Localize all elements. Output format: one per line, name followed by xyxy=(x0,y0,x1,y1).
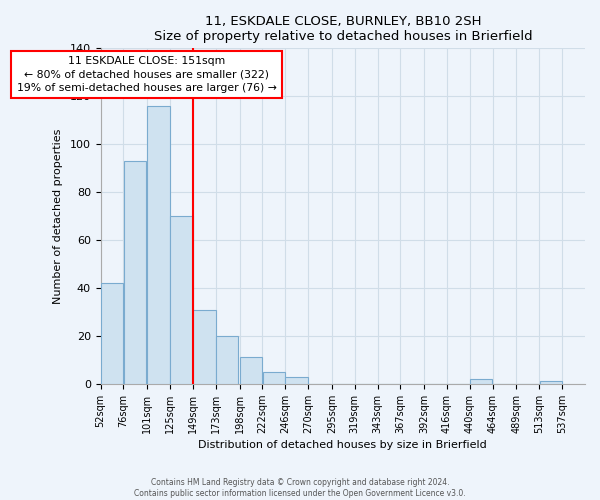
Bar xyxy=(539,382,562,384)
Bar xyxy=(263,372,285,384)
Bar xyxy=(216,336,238,384)
Bar xyxy=(470,379,493,384)
Text: 11 ESKDALE CLOSE: 151sqm
← 80% of detached houses are smaller (322)
19% of semi-: 11 ESKDALE CLOSE: 151sqm ← 80% of detach… xyxy=(17,56,277,93)
Title: 11, ESKDALE CLOSE, BURNLEY, BB10 2SH
Size of property relative to detached house: 11, ESKDALE CLOSE, BURNLEY, BB10 2SH Siz… xyxy=(154,15,532,43)
Bar xyxy=(286,376,308,384)
Bar xyxy=(193,310,215,384)
Bar xyxy=(170,216,193,384)
Bar xyxy=(124,161,146,384)
Bar xyxy=(240,358,262,384)
Text: Contains HM Land Registry data © Crown copyright and database right 2024.
Contai: Contains HM Land Registry data © Crown c… xyxy=(134,478,466,498)
Bar xyxy=(101,283,123,384)
Bar xyxy=(148,106,170,384)
X-axis label: Distribution of detached houses by size in Brierfield: Distribution of detached houses by size … xyxy=(199,440,487,450)
Y-axis label: Number of detached properties: Number of detached properties xyxy=(53,128,63,304)
